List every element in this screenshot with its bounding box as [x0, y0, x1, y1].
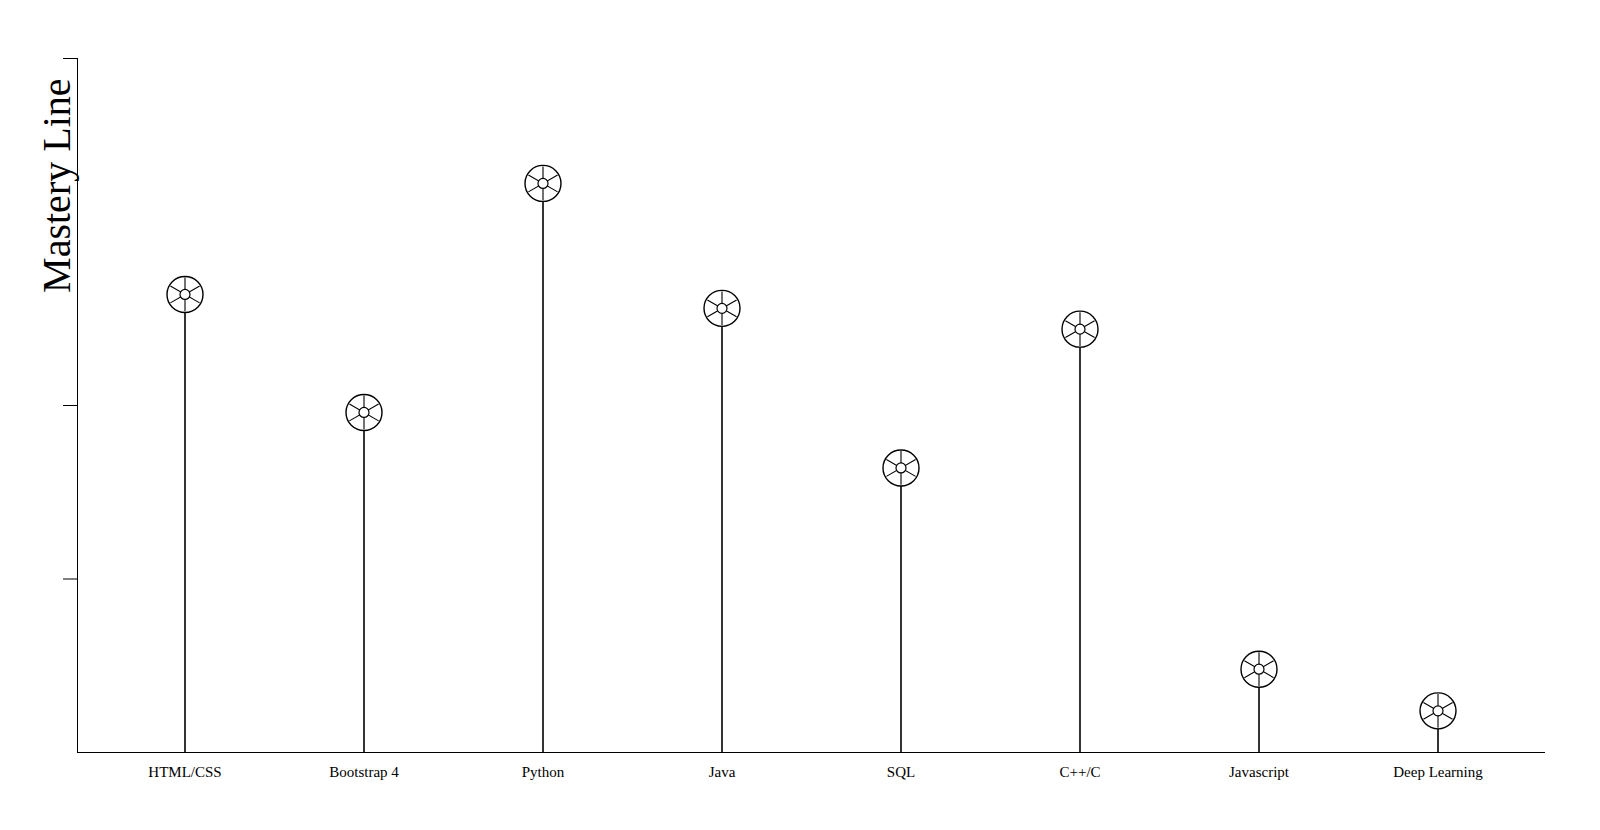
svg-text:Mastery Line: Mastery Line — [34, 79, 79, 293]
svg-text:Javascript: Javascript — [1229, 764, 1290, 780]
svg-text:SQL: SQL — [887, 764, 915, 780]
svg-text:Bootstrap 4: Bootstrap 4 — [329, 764, 399, 780]
svg-text:Python: Python — [522, 764, 565, 780]
svg-text:Deep Learning: Deep Learning — [1393, 764, 1483, 780]
svg-text:Java: Java — [709, 764, 736, 780]
svg-text:HTML/CSS: HTML/CSS — [148, 764, 221, 780]
svg-text:C++/C: C++/C — [1059, 764, 1100, 780]
